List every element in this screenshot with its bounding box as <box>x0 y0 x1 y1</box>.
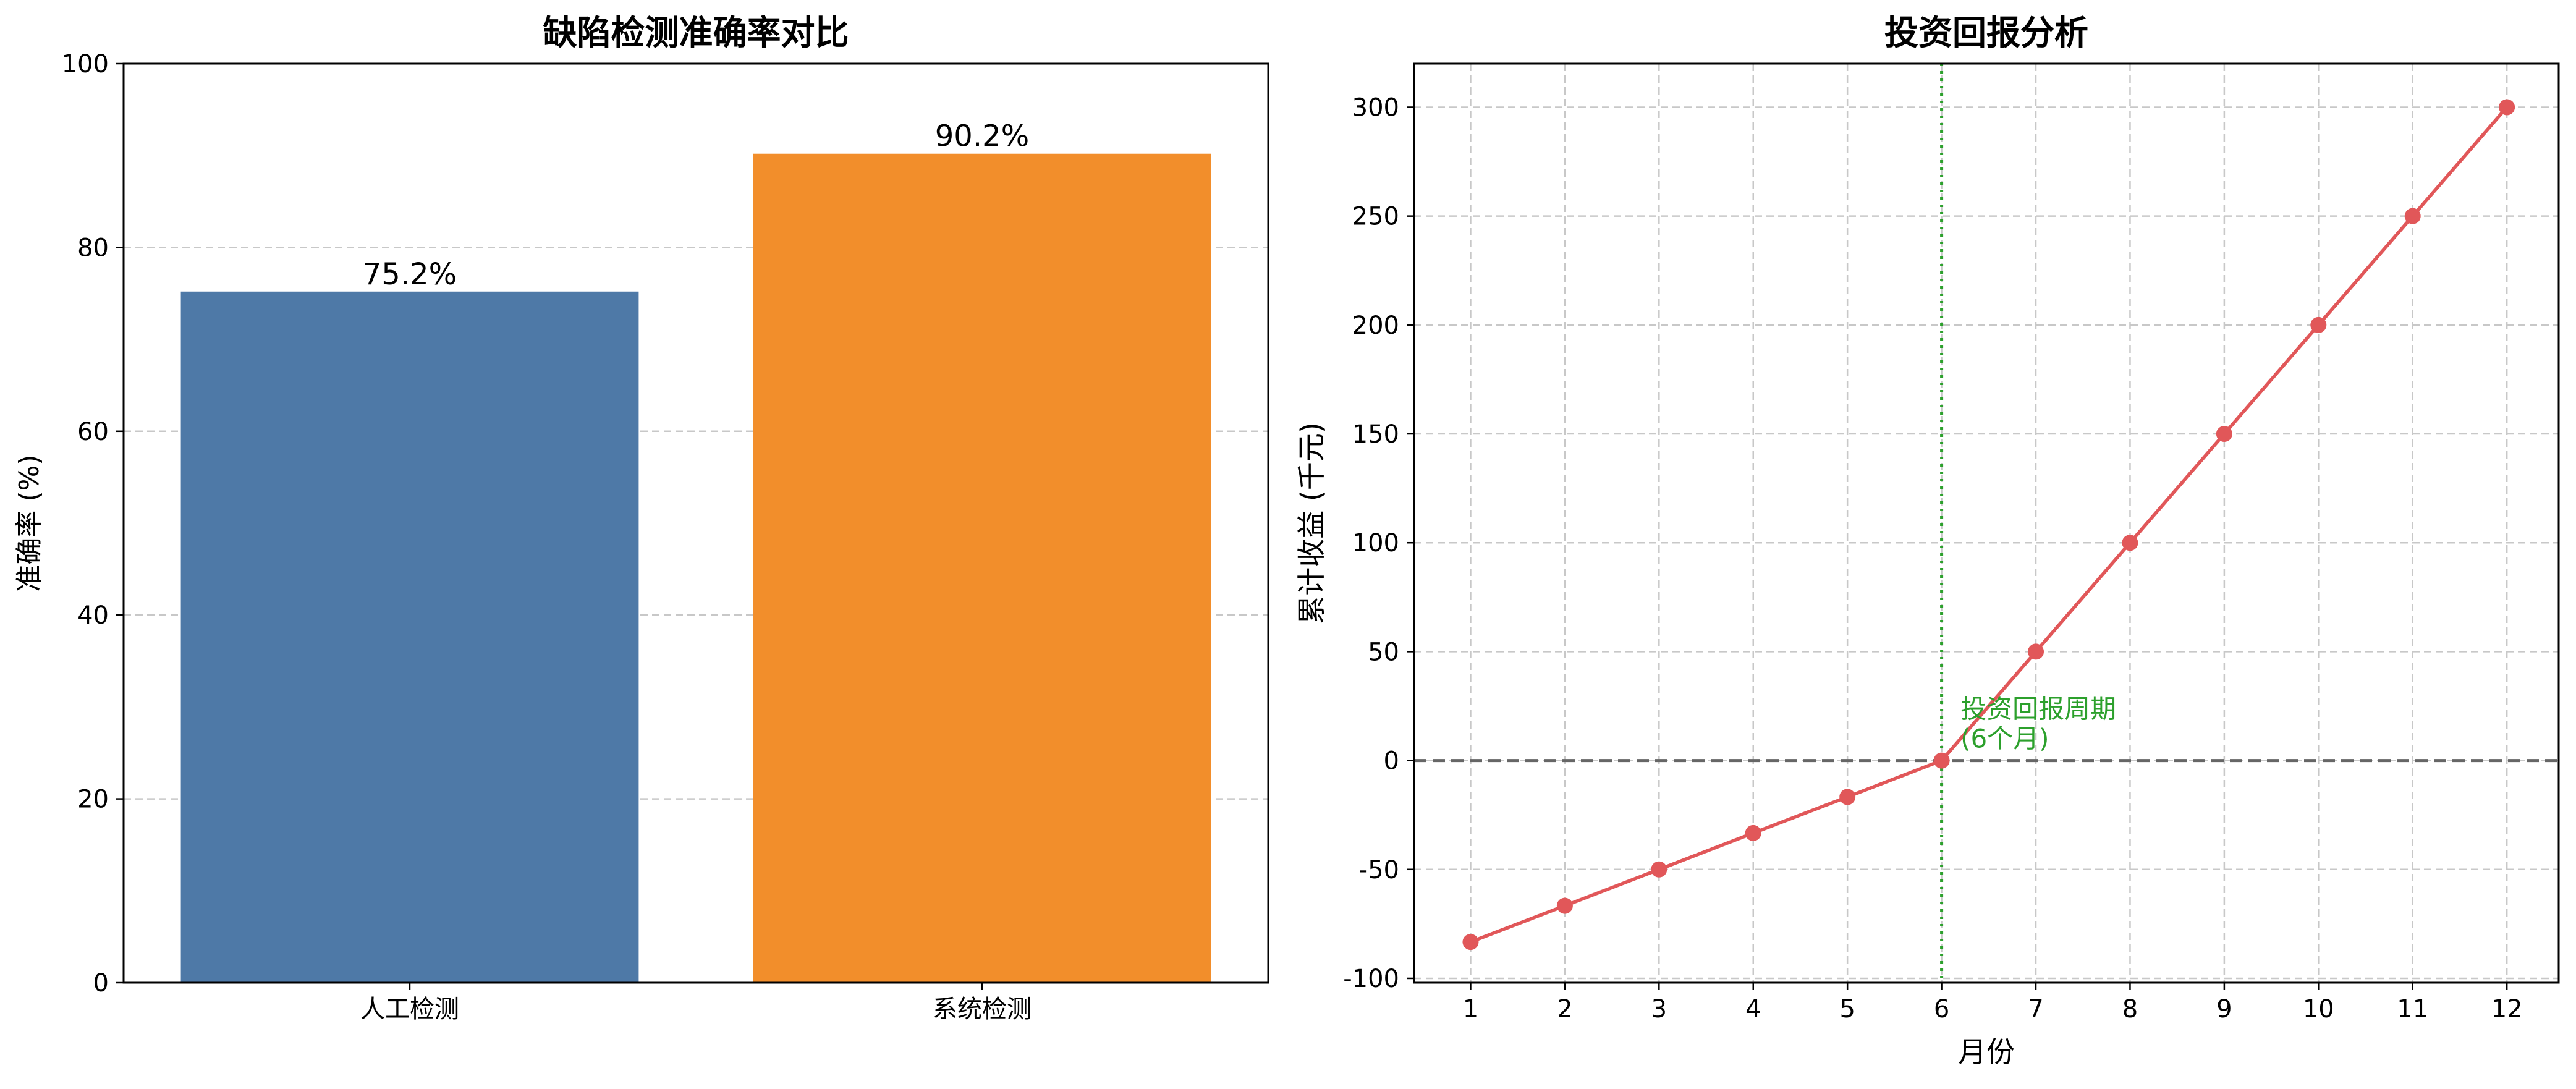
data-point <box>1462 934 1479 951</box>
line-y-tick-label: 300 <box>1352 93 1399 122</box>
line-x-tick-label: 5 <box>1839 995 1855 1023</box>
line-y-tick-label: -100 <box>1343 965 1399 993</box>
line-x-tick-label: 7 <box>2028 995 2043 1023</box>
bar-y-tick-label: 80 <box>77 234 109 262</box>
line-x-tick-label: 4 <box>1745 995 1761 1023</box>
bar-x-tick-label: 系统检测 <box>933 995 1032 1023</box>
line-y-tick-label: 200 <box>1352 311 1399 340</box>
bar-y-tick-label: 40 <box>77 601 109 630</box>
line-y-tick-label: -50 <box>1359 856 1399 884</box>
line-chart-x-axis-label: 月份 <box>1958 1035 2015 1069</box>
data-point <box>2028 643 2044 660</box>
line-x-tick-label: 9 <box>2216 995 2232 1023</box>
payback-annotation: 投资回报周期(6个月) <box>1960 694 2116 754</box>
bar-chart-title: 缺陷检测准确率对比 <box>543 13 849 53</box>
payback-annotation-line: (6个月) <box>1960 724 2049 754</box>
payback-annotation-line: 投资回报周期 <box>1960 694 2116 724</box>
data-point <box>1933 752 1950 769</box>
bar-bars: 75.2% 90.2% <box>180 119 1211 983</box>
line-y-tick-label: 150 <box>1352 420 1399 449</box>
data-point <box>1556 897 1573 914</box>
line-chart-y-axis-label: 累计收益 (千元) <box>1295 422 1328 624</box>
bar-1 <box>180 291 639 983</box>
data-point <box>1839 789 1856 805</box>
line-series <box>1462 99 2515 951</box>
line-y-tick-label: 100 <box>1352 529 1399 557</box>
line-x-tick-label: 11 <box>2397 995 2428 1023</box>
line-y-tick-label: 0 <box>1384 747 1399 776</box>
line-chart-title: 投资回报分析 <box>1884 13 2088 53</box>
bar-y-tick-label: 100 <box>62 50 109 78</box>
line-reference-lines <box>1414 64 2559 983</box>
line-x-tick-label: 3 <box>1651 995 1667 1023</box>
line-grid <box>1414 64 2559 983</box>
data-point <box>2310 316 2327 333</box>
cumulative-return-line <box>1470 106 2509 944</box>
line-y-tick-label: 250 <box>1352 203 1399 231</box>
line-y-tick-label: 50 <box>1368 638 1399 666</box>
line-plot-frame <box>1413 62 2560 984</box>
bar-y-tick-label: 0 <box>93 969 109 998</box>
bar-chart: 75.2% 90.2% 0 20 40 60 80 100 人工检测 系统检测 缺陷检测准确率对… <box>14 13 1269 1023</box>
bar-y-tick-label: 20 <box>77 786 109 814</box>
data-point <box>1745 824 1761 841</box>
bar-chart-y-axis-label: 准确率 (%) <box>14 454 45 591</box>
data-point <box>1651 861 1667 878</box>
bar-2 <box>753 153 1211 983</box>
data-point <box>2499 99 2515 116</box>
data-point <box>2404 208 2421 224</box>
bar-value-label: 75.2% <box>363 257 457 292</box>
line-x-tick-label: 1 <box>1463 995 1478 1023</box>
line-x-tick-label: 12 <box>2491 995 2523 1023</box>
bar-y-tick-label: 60 <box>77 418 109 446</box>
bar-value-label: 90.2% <box>935 119 1029 154</box>
data-point <box>2122 535 2138 551</box>
bar-plot-frame <box>122 62 1269 984</box>
line-x-tick-label: 2 <box>1557 995 1572 1023</box>
data-point <box>2216 426 2232 443</box>
bar-axes: 0 20 40 60 80 100 人工检测 系统检测 <box>62 50 1032 1023</box>
bar-x-tick-label: 人工检测 <box>360 995 459 1023</box>
line-x-tick-label: 10 <box>2303 995 2334 1023</box>
line-x-tick-label: 6 <box>1934 995 1949 1023</box>
line-x-tick-label: 8 <box>2122 995 2138 1023</box>
